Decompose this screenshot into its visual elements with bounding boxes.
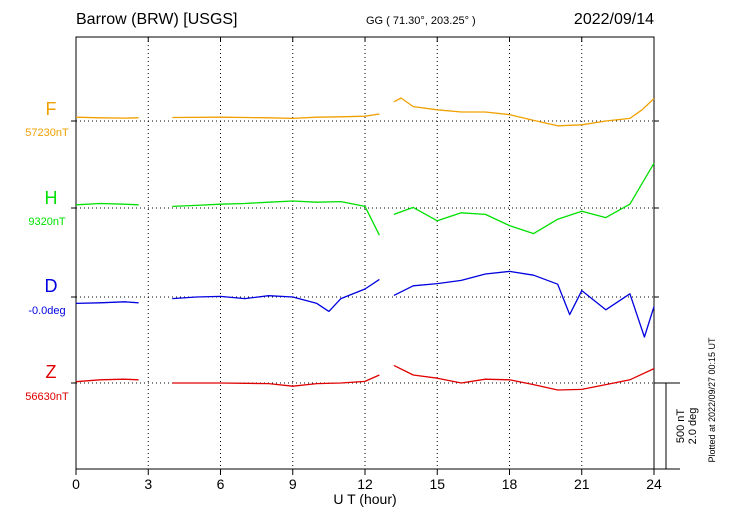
series-line-d xyxy=(393,270,655,338)
x-tick-label: 9 xyxy=(289,476,297,492)
x-tick-label: 21 xyxy=(574,476,590,492)
series-line-f xyxy=(393,97,655,127)
series-baseline-h: 9320nT xyxy=(28,216,66,228)
x-tick-label: 18 xyxy=(502,476,518,492)
series-line-d xyxy=(75,301,139,305)
date-label: 2022/09/14 xyxy=(574,11,654,28)
series-line-h xyxy=(393,162,655,235)
x-tick-label: 12 xyxy=(357,476,373,492)
series-layer xyxy=(75,97,655,391)
series-line-f xyxy=(75,116,139,119)
series-name-d: D xyxy=(45,276,58,296)
series-baseline-d: -0.0deg xyxy=(28,305,65,317)
series-name-f: F xyxy=(46,99,57,119)
scale-bar-deg-label: 2.0 deg xyxy=(687,408,699,445)
x-tick-label: 15 xyxy=(429,476,445,492)
station-title: Barrow (BRW) [USGS] xyxy=(76,11,238,28)
coordinates-label: GG ( 71.30°, 203.25° ) xyxy=(366,15,476,27)
x-axis-label: U T (hour) xyxy=(333,491,396,507)
series-line-h xyxy=(172,200,380,236)
series-line-h xyxy=(75,202,139,206)
series-line-d xyxy=(172,278,380,313)
x-tick-label: 6 xyxy=(217,476,225,492)
x-tick-label: 24 xyxy=(646,476,662,492)
series-line-z xyxy=(393,364,655,391)
series-labels: F 57230nT H 9320nT D -0.0deg Z 56630nT xyxy=(25,99,69,403)
series-line-f xyxy=(172,113,380,120)
series-baseline-z: 56630nT xyxy=(25,391,69,403)
x-tick-label: 0 xyxy=(72,476,80,492)
grid-layer xyxy=(76,37,654,469)
series-line-z xyxy=(75,378,139,383)
scale-bar: 500 nT 2.0 deg xyxy=(654,382,699,470)
series-name-h: H xyxy=(45,188,58,208)
plotted-timestamp: Plotted at 2022/09/27 00:15 UT xyxy=(707,337,717,463)
tick-layer: 0 3 6 9 12 15 18 21 24 xyxy=(71,37,662,492)
series-baseline-f: 57230nT xyxy=(25,127,69,139)
series-line-z xyxy=(172,374,380,387)
series-name-z: Z xyxy=(46,362,57,382)
scale-bar-nt-label: 500 nT xyxy=(675,409,687,444)
x-tick-label: 3 xyxy=(144,476,152,492)
